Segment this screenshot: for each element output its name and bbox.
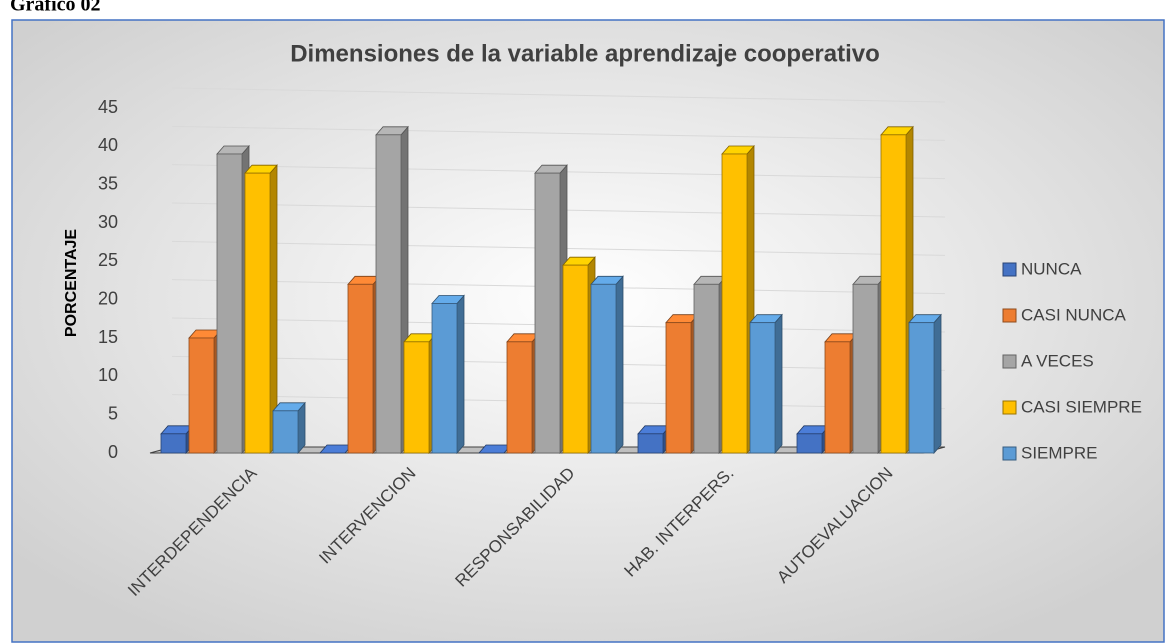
y-axis-label: PORCENTAJE [63,229,80,337]
grid-line [171,87,946,103]
y-tick-label: 35 [98,173,118,193]
legend-swatch [1002,400,1017,415]
bar [216,153,243,454]
bar [403,341,430,454]
bar [590,283,617,454]
chart-title: Dimensiones de la variable aprendizaje c… [290,40,880,67]
legend-label: CASI NUNCA [1021,305,1127,324]
caption: Gráfico 02 [10,0,101,16]
bar [562,264,589,454]
bar [637,433,664,454]
y-tick-label: 45 [98,97,118,117]
bar [375,134,402,454]
y-tick-label: 5 [108,403,118,423]
bar [188,337,215,454]
y-tick-label: 40 [98,135,118,155]
bar [693,283,720,454]
bar [347,283,374,454]
bar [160,433,187,454]
bar [534,172,561,454]
bar [431,303,458,454]
y-tick-label: 20 [98,288,118,308]
bar-side [774,313,783,455]
y-tick-label: 15 [98,327,118,347]
bar [824,341,851,454]
bar-side [297,401,306,455]
y-tick-label: 0 [108,442,118,462]
legend-swatch [1002,354,1017,369]
bar [749,322,776,454]
bar [880,134,907,454]
grid-line [171,125,946,141]
bar-side [456,294,465,455]
bar [796,433,823,454]
bar [244,172,271,454]
y-tick-label: 10 [98,365,118,385]
bar [506,341,533,454]
bar-side [933,313,942,455]
legend-label: SIEMPRE [1021,443,1098,462]
legend-swatch [1002,446,1017,461]
legend-swatch [1002,262,1017,277]
legend-label: NUNCA [1021,259,1082,278]
bar [721,153,748,454]
bar [272,410,299,454]
legend-label: A VECES [1021,351,1094,370]
y-tick-label: 25 [98,250,118,270]
bar-side [615,275,624,455]
bar [908,322,935,454]
legend-label: CASI SIEMPRE [1021,397,1142,416]
bar [665,322,692,454]
bar [852,283,879,454]
y-tick-label: 30 [98,212,118,232]
legend-swatch [1002,308,1017,323]
